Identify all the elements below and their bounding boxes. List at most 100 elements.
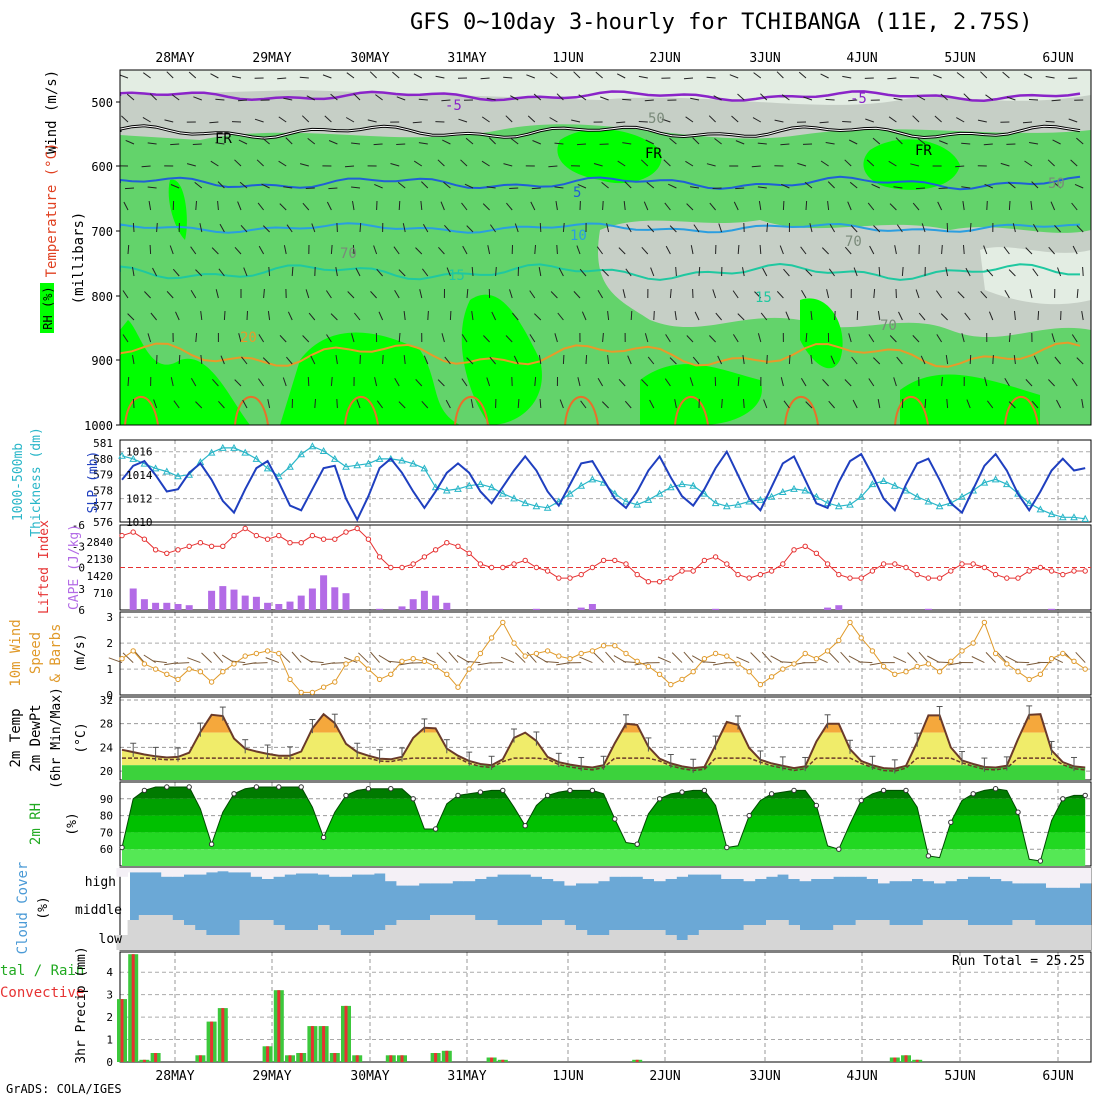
precip-convective-bar [322, 1026, 326, 1062]
cloud-high-gap [922, 868, 935, 882]
wind-barb [669, 288, 672, 299]
rh-point [141, 787, 148, 794]
cape-bar [588, 604, 596, 610]
thickness-point [812, 492, 821, 500]
wind-barb [262, 137, 270, 145]
wind-barb [1004, 289, 1010, 299]
wind-barb [945, 355, 949, 365]
wind-barb [729, 74, 739, 79]
thickness-point [700, 489, 709, 497]
rh-ytick: 70 [100, 826, 113, 839]
lifted-index-point [757, 571, 764, 578]
wind-barb [199, 223, 203, 233]
cloud-low-gap [262, 920, 274, 950]
wind-barb [956, 117, 965, 123]
cloud-ylabel-b: (%) [36, 896, 51, 919]
lifted-index-point [746, 575, 752, 581]
cloud-low-gap [407, 920, 420, 950]
wind-barb [912, 335, 920, 343]
wind-barb [195, 200, 197, 211]
wind-barb [1082, 266, 1084, 277]
wind-barb [398, 269, 406, 277]
thickness-point [420, 464, 429, 472]
wind-barb [896, 356, 903, 365]
thickness-point [510, 494, 518, 502]
wind-barb [503, 76, 513, 79]
wind10-point [936, 669, 943, 675]
li-ytick-right: 2130 [87, 553, 114, 566]
wind-barb [367, 119, 377, 123]
wind-barb [804, 181, 813, 189]
rh-point [544, 792, 551, 799]
lifted-index-point [701, 557, 708, 564]
lifted-index-point [343, 529, 349, 535]
wind-barb [963, 93, 971, 101]
cloud-high-gap [474, 868, 487, 879]
lifted-index-point [634, 571, 640, 578]
wind10-point [948, 658, 954, 664]
wind-barb [963, 244, 965, 255]
cape-bar [241, 595, 249, 610]
wind-barb [1008, 401, 1016, 409]
thickness-point [409, 459, 418, 467]
wind10-point [690, 669, 696, 675]
lifted-index-point [421, 554, 428, 560]
wind-barb [941, 244, 943, 255]
wind-barb [957, 291, 965, 299]
thickness-point [297, 450, 306, 458]
rh-point [522, 823, 528, 829]
wind10-barb [544, 661, 559, 664]
lifted-index-point [533, 564, 540, 571]
wind-barb [1072, 245, 1078, 255]
wind-barb [195, 269, 203, 277]
wind10-barb [187, 657, 201, 664]
wind10-point [164, 671, 170, 677]
wind-barb [215, 98, 225, 101]
thickness-point [319, 446, 328, 455]
lifted-index-point [197, 540, 204, 546]
wind-barb [887, 77, 897, 80]
thickness-point [1002, 480, 1011, 488]
precip-convective-bar [120, 999, 124, 1062]
wind-ytick: 2 [106, 637, 113, 650]
upper-ylabel-temp: Temperature (°C) [44, 143, 60, 278]
wind10-point [567, 656, 573, 662]
wind-barb [277, 77, 287, 80]
wind-barb [867, 202, 875, 211]
thickness-point [644, 495, 653, 503]
date-label-top: 29MAY [252, 51, 291, 66]
cloud-low-gap [1046, 925, 1058, 950]
slp-ylabel-left2: 1000-500mb [11, 443, 26, 521]
wind10-point [186, 666, 192, 672]
wind-barb [571, 119, 581, 123]
cape-bar [208, 590, 216, 610]
wind10-point [488, 635, 495, 641]
wind-barb [170, 184, 180, 189]
wind10-point [892, 671, 898, 677]
wind10-barb [122, 652, 134, 663]
wind-barb [624, 181, 632, 189]
lifted-index-point [1060, 571, 1066, 578]
rh-point [455, 792, 461, 799]
precip-legend-total: tal / Rain [0, 963, 84, 979]
thickness-point [566, 489, 574, 497]
wind-barb [915, 289, 920, 299]
wind-barb [142, 116, 151, 123]
wind-barb [1024, 160, 1033, 167]
wind-barb [1048, 379, 1055, 387]
wind-barb [562, 222, 565, 233]
wind-barb [776, 71, 784, 79]
date-label-bottom: 1JUN [552, 1069, 583, 1084]
cloud-high-gap [329, 868, 341, 877]
wind-barb [735, 187, 745, 190]
wind-barb [1057, 267, 1062, 277]
wind-barb [964, 312, 971, 321]
thickness-point [252, 454, 261, 462]
cloud-high-gap [206, 868, 218, 873]
wind-barb [827, 181, 835, 189]
wind-barb [257, 202, 264, 211]
wind10-point [1082, 666, 1088, 672]
wind-barb [122, 290, 129, 299]
cloud-low-gap [183, 925, 196, 950]
wind10-point [1060, 650, 1066, 657]
